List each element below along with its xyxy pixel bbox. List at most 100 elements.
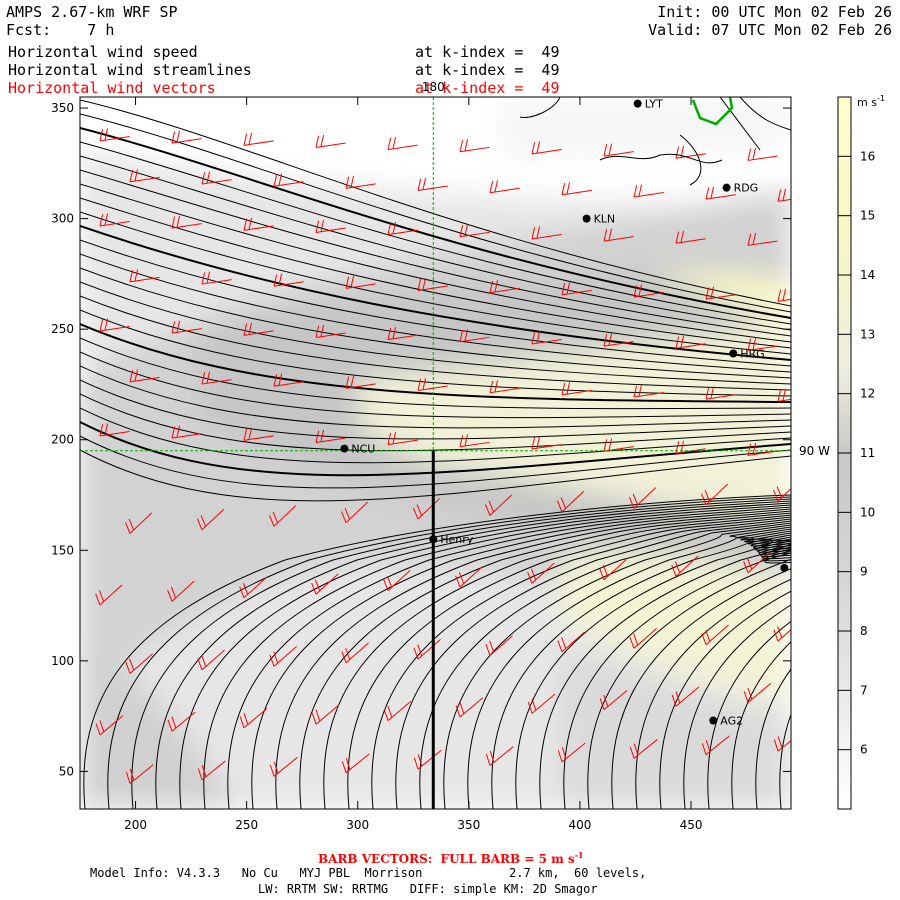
wind-barb-flag xyxy=(273,374,278,387)
wind-barb-flag xyxy=(197,658,203,671)
wind-barb-flag xyxy=(243,713,249,725)
wind-barb-flag xyxy=(494,380,499,393)
wind-barb-shaft xyxy=(201,279,232,285)
wind-barb-flag xyxy=(455,575,461,588)
wind-barb-flag xyxy=(315,135,320,148)
wind-barb-flag xyxy=(566,382,571,395)
y-tick-label: 50 xyxy=(59,764,74,778)
streamline xyxy=(80,169,791,337)
wind-barb-flag xyxy=(599,698,605,710)
wind-barb-flag xyxy=(392,137,397,150)
wind-barb-flag xyxy=(747,338,752,351)
streamline xyxy=(80,253,791,373)
wind-barb-flag xyxy=(772,489,779,502)
streamline xyxy=(80,295,791,391)
wind-barb-flag xyxy=(392,222,397,235)
wind-barb-flag xyxy=(680,230,685,243)
wind-barb-flag xyxy=(129,170,134,183)
wind-barb-flag xyxy=(700,493,707,505)
wind-barb-flag xyxy=(531,332,536,345)
wind-barb-flag xyxy=(345,276,350,289)
streamline xyxy=(80,435,791,489)
wind-barb-flag xyxy=(632,493,639,506)
wind-barb-shaft xyxy=(171,711,196,732)
field-name-vectors: Horizontal wind vectors xyxy=(8,79,216,97)
y-tick-label: 350 xyxy=(51,101,74,115)
field-level-speed: at k-index = 49 xyxy=(415,43,560,61)
wind-barb-flag xyxy=(311,712,317,725)
wind-barb-flag xyxy=(134,169,139,182)
wind-barb-flag xyxy=(705,629,711,642)
wind-barb-flag xyxy=(675,441,680,454)
wind-barb-flag xyxy=(99,720,105,732)
station-label: NCU xyxy=(351,443,375,456)
wind-barb-flag xyxy=(248,132,253,145)
wind-barb-flag xyxy=(412,507,419,520)
wind-barb-flag xyxy=(459,224,464,237)
streamline xyxy=(83,494,791,809)
wind-barb-flag xyxy=(782,188,787,201)
wind-barb-flag xyxy=(556,500,563,513)
wind-barb-flag xyxy=(278,373,283,386)
streamline xyxy=(395,520,791,809)
wind-barb-flag xyxy=(638,184,643,197)
wind-barb-flag xyxy=(531,437,536,450)
station-marker xyxy=(780,563,789,572)
streamlines xyxy=(80,99,791,809)
wind-barb-flag xyxy=(752,147,757,160)
streamline xyxy=(80,197,791,349)
wind-barb-flag xyxy=(104,128,109,141)
wind-barb-flag xyxy=(176,320,181,333)
streamline xyxy=(299,512,791,809)
wind-barb-flag xyxy=(531,698,537,711)
streamline xyxy=(80,309,791,397)
wind-barb-flag xyxy=(315,709,321,722)
wind-barb-shaft xyxy=(171,433,202,439)
wind-barb-flag xyxy=(345,376,350,389)
station-marker xyxy=(722,183,731,192)
wind-barb-flag xyxy=(752,337,757,350)
streamline xyxy=(80,379,791,440)
wind-barb-flag xyxy=(422,277,427,290)
wind-barb-flag xyxy=(134,369,139,382)
wind-barb-flag xyxy=(782,288,787,301)
wind-barb-flag xyxy=(239,586,245,598)
station-label: Henry xyxy=(440,533,474,546)
wind-barb-flag xyxy=(674,561,681,574)
wind-barb-flag xyxy=(273,274,278,287)
streamline xyxy=(275,510,791,809)
streamline xyxy=(80,407,791,464)
streamline xyxy=(491,528,791,809)
wind-barb-flag xyxy=(458,572,465,584)
wind-barb-flag xyxy=(243,428,248,441)
wind-barb-flag xyxy=(747,148,752,161)
colorbar-label: 13 xyxy=(860,327,875,341)
colorbar: m s-1 6 7 8 9 10 11 12 13 14 15 16 xyxy=(837,94,885,810)
wind-barb-flag xyxy=(561,383,566,395)
wind-barb-flag xyxy=(104,423,109,436)
wind-barb-flag xyxy=(608,143,613,156)
wind-barb-flag xyxy=(243,323,248,336)
wind-barb-flag xyxy=(747,443,752,456)
wind-barb-flag xyxy=(782,388,787,401)
x-axis: 200 250 300 350 400 450 xyxy=(124,97,702,832)
wind-barb-flag xyxy=(464,139,469,152)
colorbar-labels: 6 7 8 9 10 11 12 13 14 15 16 xyxy=(838,149,875,757)
wind-barb-flag xyxy=(129,270,134,283)
wind-barb-flag xyxy=(561,183,566,195)
wind-barb-flag xyxy=(99,214,104,227)
y-tick-label: 300 xyxy=(51,212,74,226)
wind-barb-flag xyxy=(675,336,680,349)
wind-barb-flag xyxy=(776,486,783,498)
wind-barb-flag xyxy=(743,691,749,703)
wind-barb-flag xyxy=(608,438,613,451)
wind-barb-flag xyxy=(671,694,677,707)
wind-barb-flag xyxy=(485,753,491,766)
station-marker xyxy=(709,716,718,725)
wind-barb-flag xyxy=(320,219,325,232)
wind-barbs xyxy=(95,128,791,784)
wind-barb-flag xyxy=(743,561,749,573)
streamline xyxy=(80,365,791,429)
wind-barb-flag xyxy=(603,334,608,347)
